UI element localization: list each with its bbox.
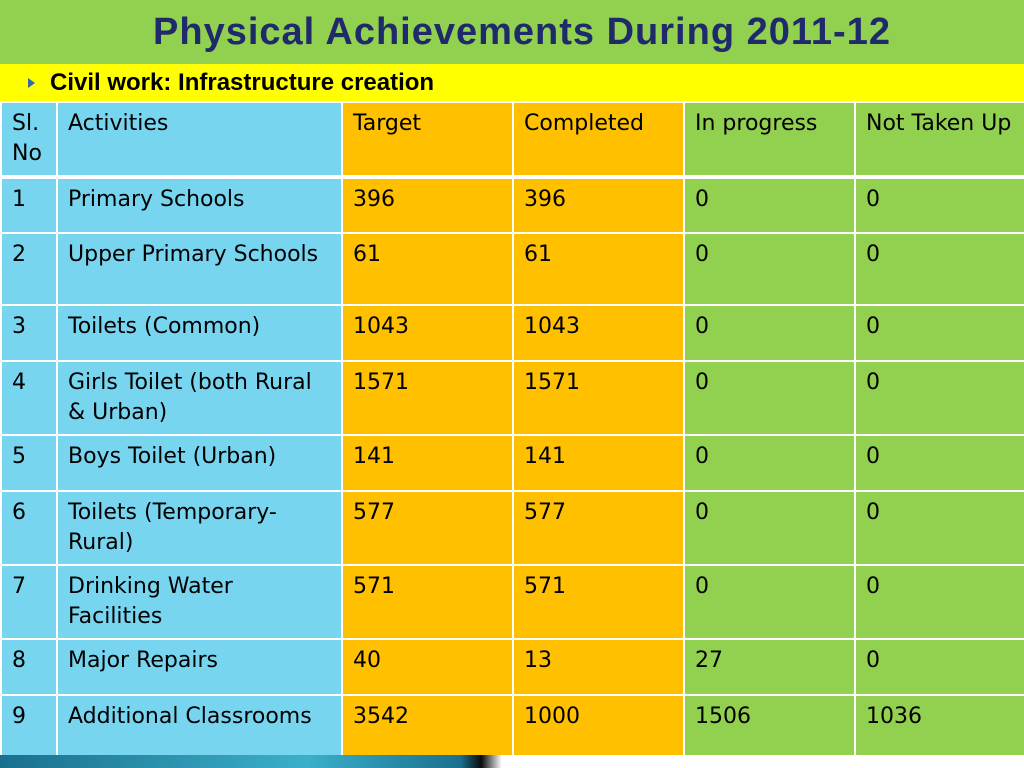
table-row: 8 Major Repairs 40 13 27 0 (0, 638, 1024, 696)
in-progress-cell: 0 (683, 360, 856, 436)
table-row: 4 Girls Toilet (both Rural & Urban) 1571… (0, 360, 1024, 436)
in-progress-cell: 0 (683, 564, 856, 640)
table-header-row: Sl. No Activities Target Completed In pr… (0, 101, 1024, 179)
column-header-not-taken-up: Not Taken Up (854, 101, 1024, 179)
not-taken-up-cell: 0 (854, 434, 1024, 492)
target-cell: 40 (341, 638, 514, 696)
target-cell: 577 (341, 490, 514, 566)
completed-cell: 571 (512, 564, 685, 640)
title-bar: Physical Achievements During 2011-12 (0, 0, 1024, 64)
table-row: 7 Drinking Water Facilities 571 571 0 0 (0, 564, 1024, 640)
table-row: 3 Toilets (Common) 1043 1043 0 0 (0, 304, 1024, 362)
column-header-activities: Activities (56, 101, 343, 179)
target-cell: 1043 (341, 304, 514, 362)
target-cell: 141 (341, 434, 514, 492)
table-row: 5 Boys Toilet (Urban) 141 141 0 0 (0, 434, 1024, 492)
column-header-in-progress: In progress (683, 101, 856, 179)
target-cell: 61 (341, 232, 514, 306)
completed-cell: 61 (512, 232, 685, 306)
not-taken-up-cell: 0 (854, 638, 1024, 696)
not-taken-up-cell: 0 (854, 360, 1024, 436)
sl-no-cell: 8 (0, 638, 58, 696)
completed-cell: 396 (512, 176, 685, 234)
not-taken-up-cell: 0 (854, 490, 1024, 566)
sl-no-cell: 3 (0, 304, 58, 362)
achievements-table: Sl. No Activities Target Completed In pr… (0, 101, 1024, 768)
sl-no-cell: 5 (0, 434, 58, 492)
activity-cell: Boys Toilet (Urban) (56, 434, 343, 492)
in-progress-cell: 27 (683, 638, 856, 696)
table-row: 2 Upper Primary Schools 61 61 0 0 (0, 232, 1024, 306)
completed-cell: 13 (512, 638, 685, 696)
in-progress-cell: 0 (683, 434, 856, 492)
sl-no-cell: 4 (0, 360, 58, 436)
completed-cell: 1043 (512, 304, 685, 362)
subtitle-bar: Civil work: Infrastructure creation (0, 64, 1024, 101)
not-taken-up-cell: 0 (854, 232, 1024, 306)
sl-no-cell: 6 (0, 490, 58, 566)
activity-cell: Major Repairs (56, 638, 343, 696)
column-header-completed: Completed (512, 101, 685, 179)
activity-cell: Girls Toilet (both Rural & Urban) (56, 360, 343, 436)
sl-no-cell: 7 (0, 564, 58, 640)
completed-cell: 1571 (512, 360, 685, 436)
completed-cell: 141 (512, 434, 685, 492)
target-cell: 396 (341, 176, 514, 234)
completed-cell: 577 (512, 490, 685, 566)
activity-cell: Primary Schools (56, 176, 343, 234)
sl-no-cell: 1 (0, 176, 58, 234)
table-row: 1 Primary Schools 396 396 0 0 (0, 176, 1024, 234)
sl-no-cell: 2 (0, 232, 58, 306)
not-taken-up-cell: 0 (854, 304, 1024, 362)
not-taken-up-cell: 0 (854, 176, 1024, 234)
not-taken-up-cell: 0 (854, 564, 1024, 640)
in-progress-cell: 0 (683, 304, 856, 362)
page-title: Physical Achievements During 2011-12 (153, 10, 891, 53)
column-header-target: Target (341, 101, 514, 179)
section-subtitle: Civil work: Infrastructure creation (50, 68, 435, 96)
activity-cell: Toilets (Common) (56, 304, 343, 362)
in-progress-cell: 0 (683, 490, 856, 566)
activity-cell: Drinking Water Facilities (56, 564, 343, 640)
triangle-bullet-icon (28, 77, 35, 88)
table-row: 6 Toilets (Temporary-Rural) 577 577 0 0 (0, 490, 1024, 566)
in-progress-cell: 0 (683, 176, 856, 234)
activity-cell: Toilets (Temporary-Rural) (56, 490, 343, 566)
footer-decorative-stripe (0, 755, 1024, 768)
column-header-sl-no: Sl. No (0, 101, 58, 179)
target-cell: 571 (341, 564, 514, 640)
in-progress-cell: 0 (683, 232, 856, 306)
activity-cell: Upper Primary Schools (56, 232, 343, 306)
target-cell: 1571 (341, 360, 514, 436)
